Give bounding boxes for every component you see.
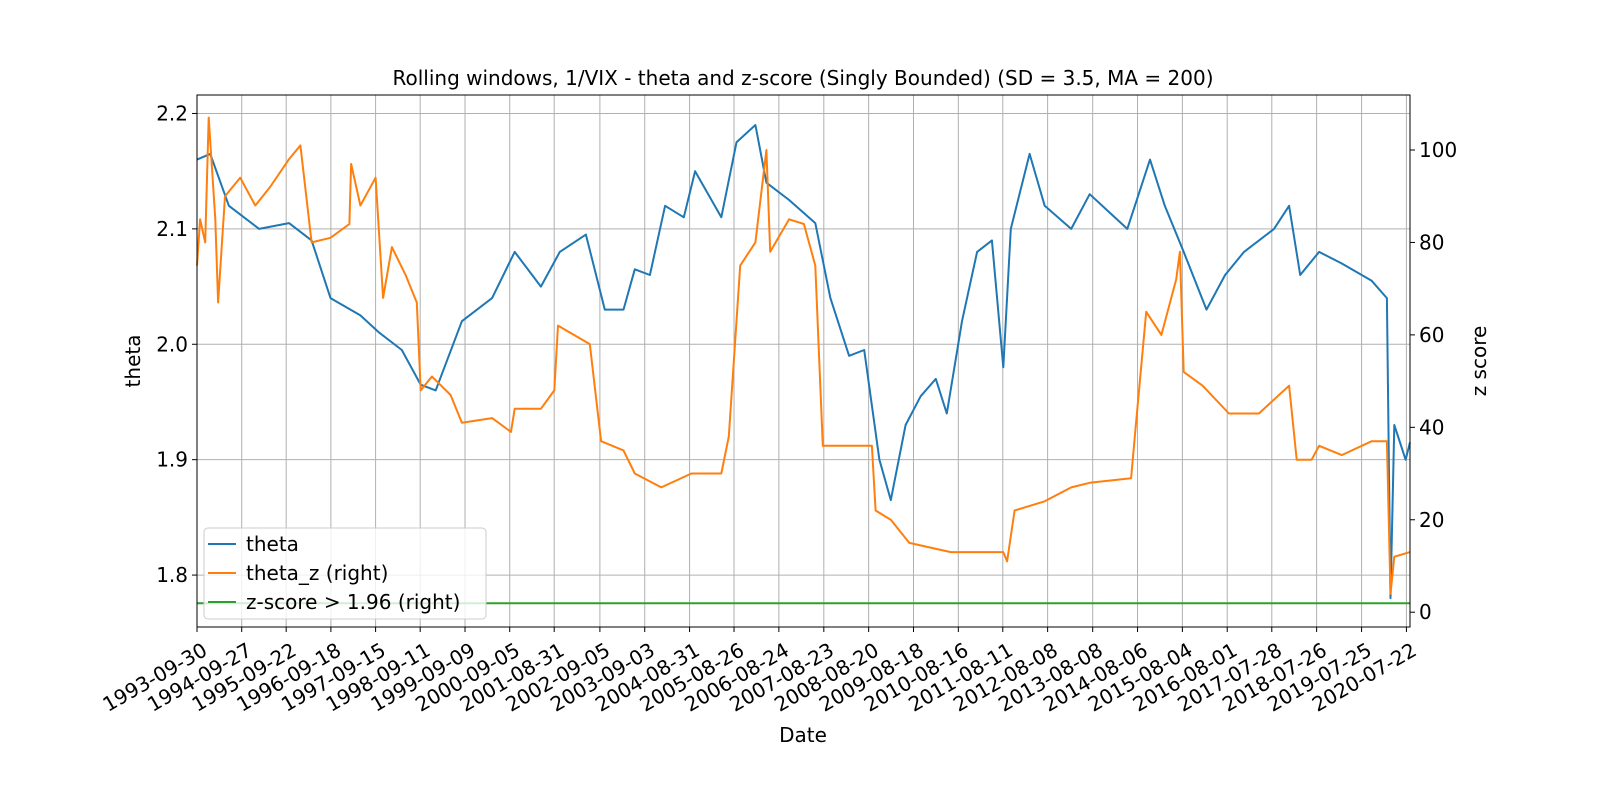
y2-tick-label: 100 [1419,138,1457,162]
y-tick-label: 2.1 [156,217,188,241]
y-axis-label: theta [121,335,145,388]
y2-tick-label: 60 [1419,323,1444,347]
x-axis-label: Date [779,723,827,747]
legend-box [203,527,487,620]
y-tick-label: 1.9 [156,448,188,472]
y2-tick-label: 0 [1419,600,1432,624]
y2-tick-label: 20 [1419,508,1444,532]
y2-tick-label: 40 [1419,415,1444,439]
series-line [196,116,1411,595]
legend-label: theta [246,532,299,556]
series-line [196,124,1411,600]
y-tick-label: 2.2 [156,101,188,125]
y2-axis-label: z score [1467,326,1491,397]
legend: theta theta_z (right) z-score > 1.96 (righ… [203,527,487,620]
plot-frame [196,94,1411,628]
y-tick-label: 1.8 [156,563,188,587]
legend-label: theta_z (right) [246,561,388,585]
y2-tick-label: 80 [1419,230,1444,254]
legend-label: z-score > 1.96 (right) [246,590,460,614]
chart-title: Rolling windows, 1/VIX - theta and z-sco… [392,66,1213,90]
y-tick-label: 2.0 [156,332,188,356]
